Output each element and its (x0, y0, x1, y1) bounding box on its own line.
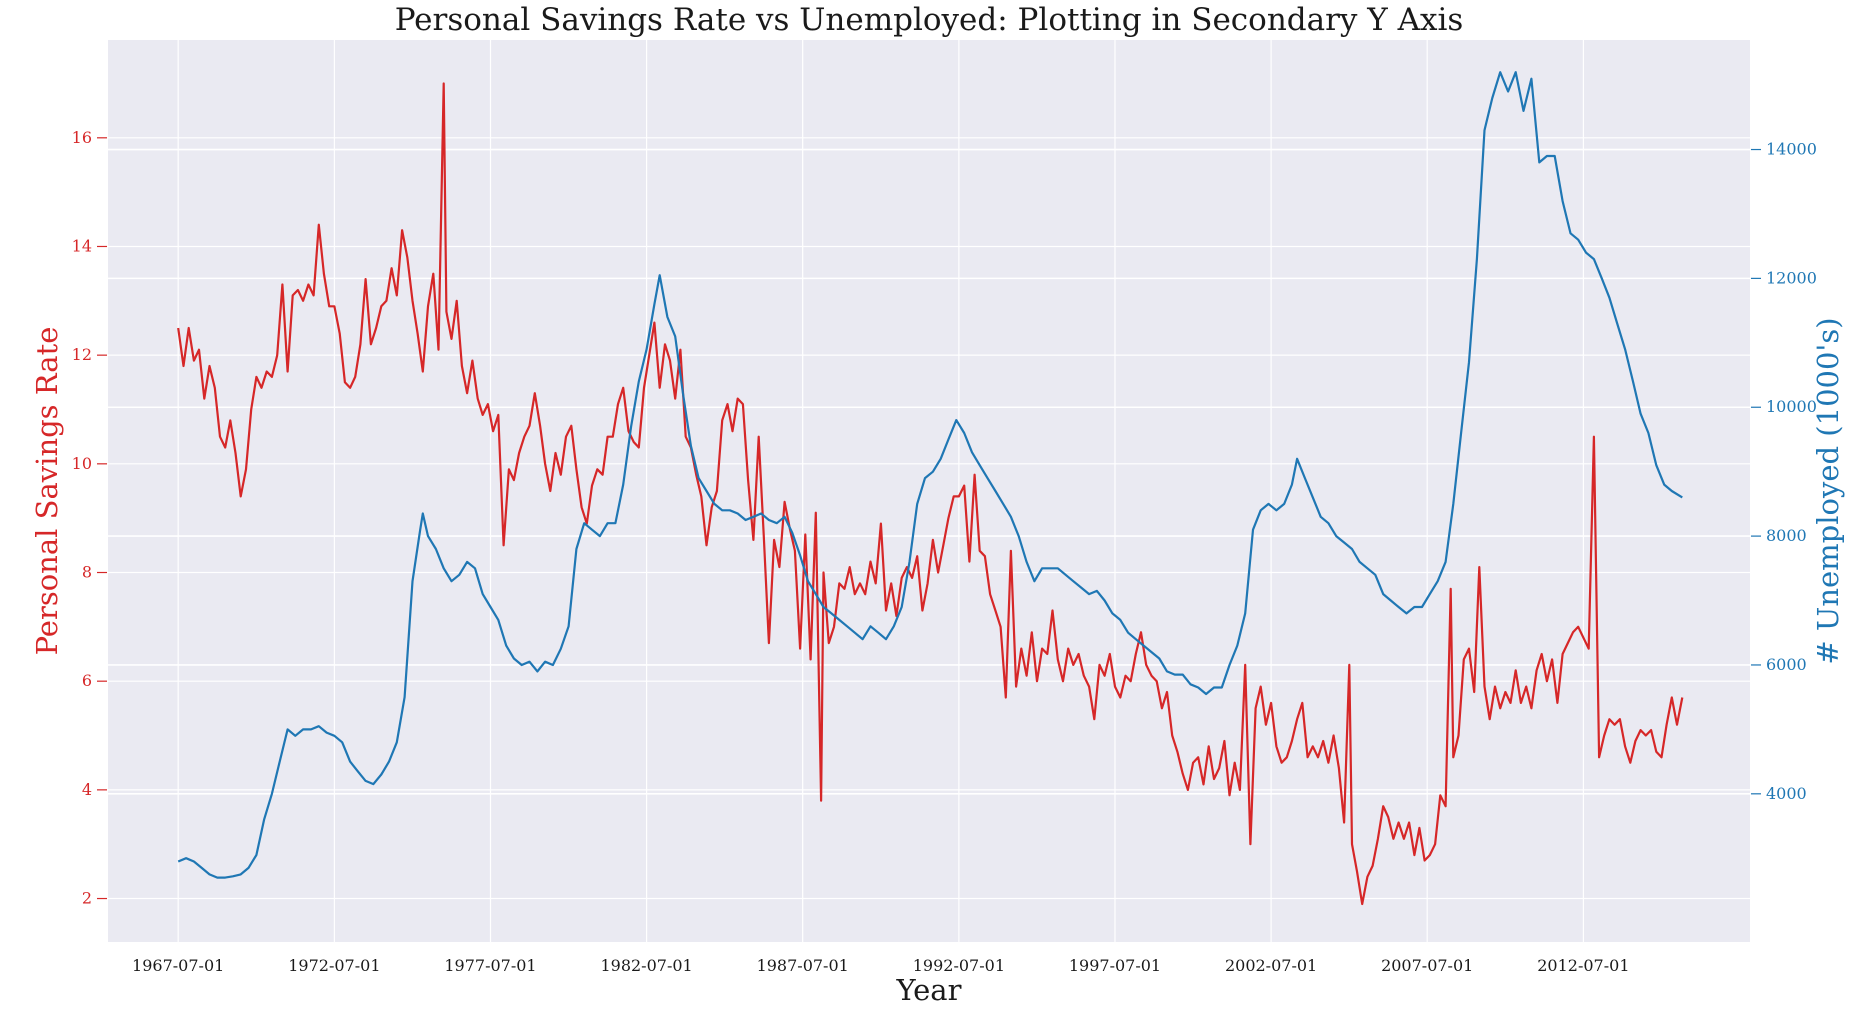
x-tick-label: 2012-07-01 (1537, 956, 1629, 975)
right-tick-label: 12000 (1766, 268, 1817, 287)
left-tick-label: 12 (72, 345, 92, 364)
savings-rate-line (177, 82, 1684, 906)
left-tick-label: 2 (82, 889, 92, 908)
right-tick-label: 6000 (1766, 655, 1807, 674)
x-tick-label: 1987-07-01 (757, 956, 849, 975)
left-axis-title: Personal Savings Rate (30, 327, 64, 656)
x-axis: 1967-07-01 1972-07-01 1977-07-01 1982-07-01… (132, 956, 1629, 975)
plot-background (108, 40, 1750, 942)
right-tick-label: 10000 (1766, 397, 1817, 416)
left-tick-label: 14 (72, 236, 92, 255)
right-tick-label: 14000 (1766, 140, 1817, 159)
x-tick-label: 1997-07-01 (1069, 956, 1161, 975)
x-tick-label: 2002-07-01 (1225, 956, 1317, 975)
x-tick-label: 2007-07-01 (1381, 956, 1473, 975)
x-tick-label: 1972-07-01 (288, 956, 380, 975)
series-layer (177, 71, 1684, 906)
x-tick-label: 1982-07-01 (600, 956, 692, 975)
left-tick-label: 4 (82, 780, 92, 799)
x-tick-label: 1967-07-01 (132, 956, 224, 975)
right-tick-label: 4000 (1766, 784, 1807, 803)
right-tick-label: 8000 (1766, 526, 1807, 545)
left-axis: 2 4 6 8 10 12 14 16 (72, 128, 107, 908)
right-axis: 4000 6000 8000 10000 12000 14000 (1751, 140, 1817, 803)
right-axis-title: # Unemployed (1000's) (1811, 317, 1845, 664)
left-tick-label: 10 (72, 454, 92, 473)
left-tick-label: 6 (82, 671, 92, 690)
x-tick-label: 1977-07-01 (444, 956, 536, 975)
left-tick-label: 16 (72, 128, 92, 147)
unemployed-line (177, 71, 1683, 879)
chart-title: Personal Savings Rate vs Unemployed: Plo… (395, 2, 1464, 38)
x-axis-title: Year (896, 973, 962, 1007)
x-tick-label: 1992-07-01 (913, 956, 1005, 975)
left-tick-label: 8 (82, 563, 92, 582)
